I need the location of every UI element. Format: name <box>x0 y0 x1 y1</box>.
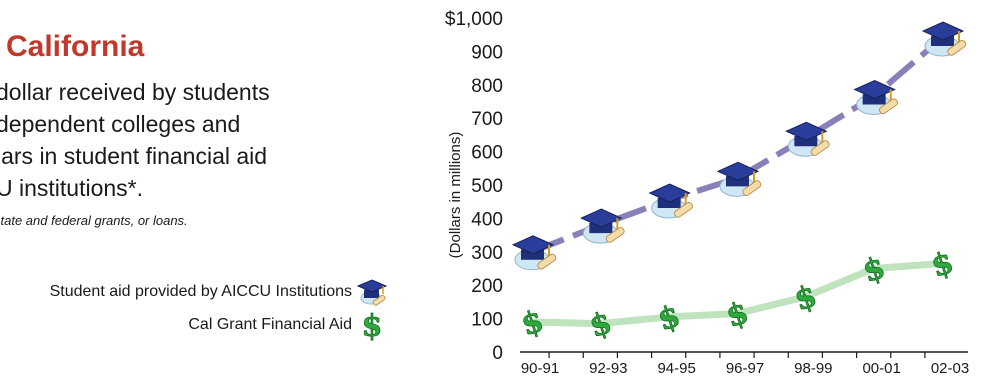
graduation-cap-marker <box>922 21 969 58</box>
y-tick-label: 800 <box>471 76 503 97</box>
y-tick-label: 500 <box>471 176 503 197</box>
legend-label: Cal Grant Financial Aid <box>188 316 352 333</box>
legend-item-calgrant: Cal Grant Financial Aid $ <box>188 309 388 341</box>
y-tick-label: $1,000 <box>445 9 503 30</box>
x-tick-label: 90-91 <box>521 360 559 377</box>
graduation-cap-marker <box>580 208 627 245</box>
axes: 0 100 200 300 400 500 600 700 800 900 $1,000 (Dolla… <box>445 9 969 377</box>
intro-line: dependent colleges and <box>0 111 241 137</box>
graduation-cap-icon <box>356 279 388 306</box>
x-tick-label: 02-03 <box>931 360 969 377</box>
x-tick-label: 96-97 <box>726 360 764 377</box>
y-tick-label: 600 <box>471 143 503 164</box>
footnote: state and federal grants, or loans. <box>0 213 188 228</box>
svg-text:$: $ <box>362 309 383 341</box>
y-tick-label: 900 <box>471 42 503 63</box>
y-tick-label: 200 <box>471 276 503 297</box>
intro-line: U institutions*. <box>0 175 144 201</box>
dollar-sign-marker: $ <box>927 245 958 285</box>
legend-item-aiccu: Student aid provided by AICCU Institutio… <box>50 276 388 308</box>
y-tick-label: 300 <box>471 243 503 264</box>
dollar-sign-marker: $ <box>859 250 890 290</box>
dollar-sign-icon: $ <box>361 309 383 341</box>
dollar-sign-marker: $ <box>790 278 821 318</box>
graduation-cap-marker <box>853 79 900 116</box>
series-markers: $ $ $ $ $ $ $ <box>512 21 969 345</box>
legend-label: Student aid provided by AICCU Institutio… <box>49 283 352 300</box>
x-tick-label: 92-93 <box>589 360 627 377</box>
series-line-calgrant <box>531 259 943 328</box>
y-tick-label: 400 <box>471 209 503 230</box>
y-tick-label: 700 <box>471 109 503 130</box>
graduation-cap-marker <box>648 183 695 220</box>
graduation-cap-marker <box>512 234 559 272</box>
dollar-sign-marker: $ <box>585 305 616 345</box>
x-tick-label: 98-99 <box>794 360 832 377</box>
dollar-sign-marker: $ <box>722 295 753 335</box>
y-axis-label: (Dollars in millions) <box>447 132 464 259</box>
y-tick-label: 100 <box>471 310 503 331</box>
dollar-sign-marker: $ <box>517 303 548 343</box>
x-tick-label: 00-01 <box>862 360 900 377</box>
x-tick-label: 94-95 <box>657 360 695 377</box>
intro-text: dollar received by students dependent co… <box>0 76 336 204</box>
y-tick-label: 0 <box>492 343 503 364</box>
dollar-sign-marker: $ <box>654 298 685 338</box>
page-title: California <box>6 30 145 63</box>
intro-line: lars in student financial aid <box>0 143 268 169</box>
intro-line: dollar received by students <box>0 79 270 105</box>
